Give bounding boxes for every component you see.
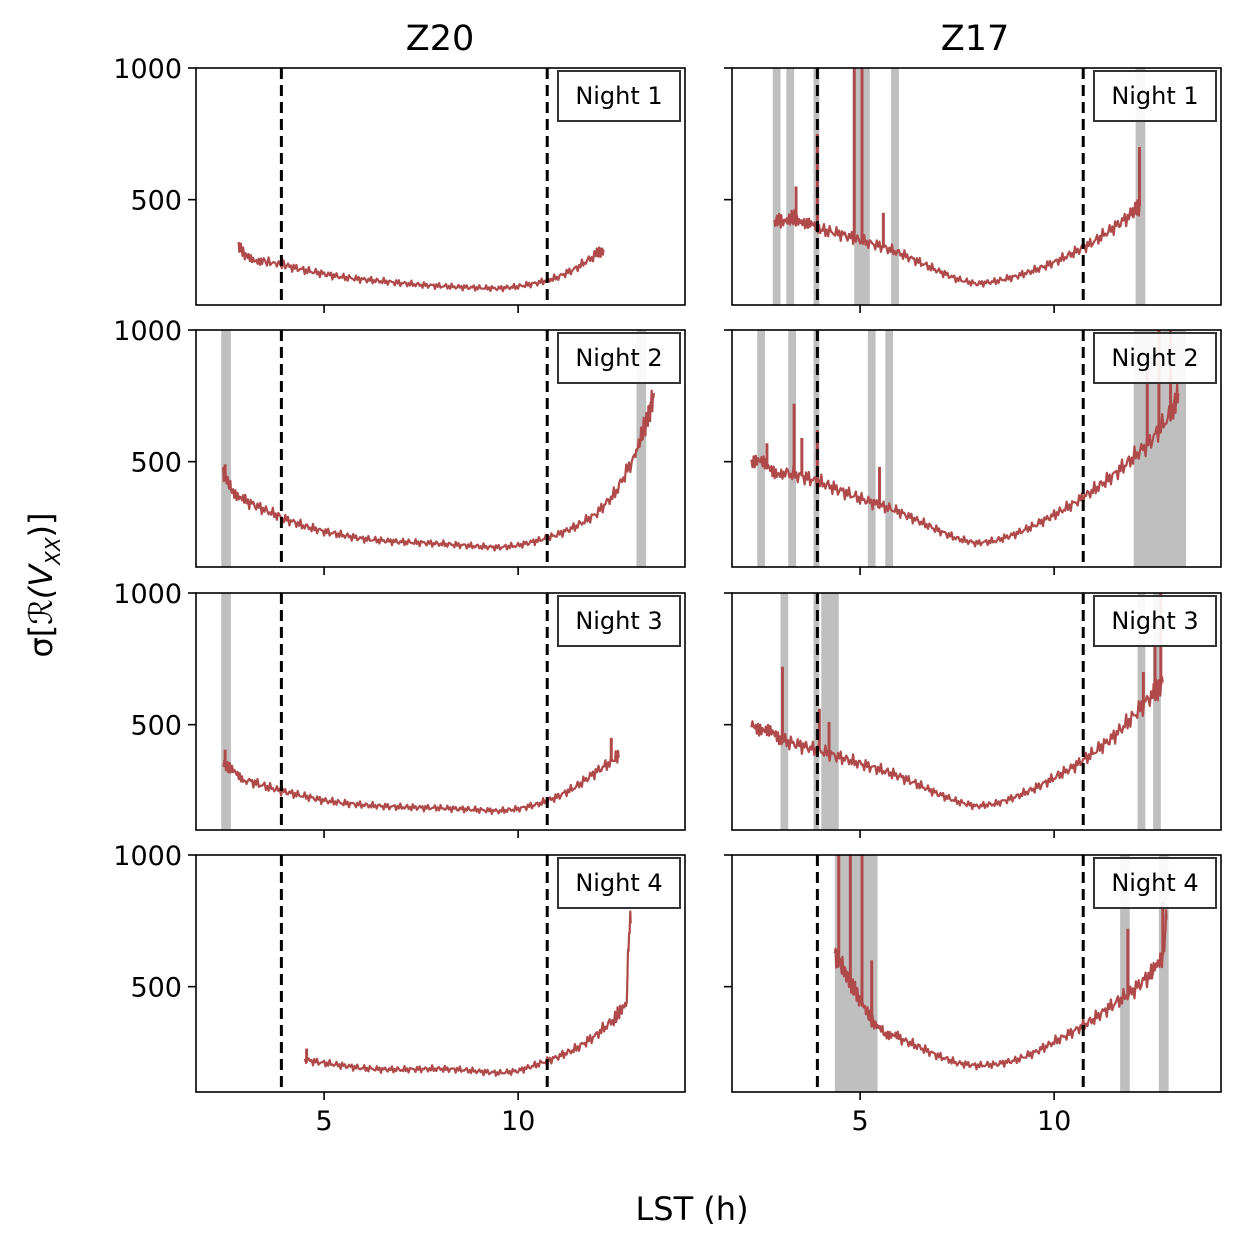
x-tick-label: 10: [501, 1106, 535, 1137]
panel-z20-night-1: Night 1 500 1000: [113, 54, 686, 313]
flagged-region: [786, 68, 795, 305]
y-tick-label: 500: [130, 711, 182, 742]
flagged-region: [1120, 855, 1130, 1092]
night-label: Night 4: [575, 869, 662, 897]
y-tick-label: 1000: [113, 54, 182, 85]
night-label-box: [1093, 70, 1217, 122]
flagged-region: [772, 68, 781, 305]
column-title-z20: Z20: [406, 19, 475, 59]
night-label: Night 3: [1111, 607, 1198, 635]
panel-frame: [195, 329, 686, 568]
panel-frame: [195, 592, 686, 831]
plot-area: [750, 593, 1164, 830]
flagged-region: [221, 330, 231, 567]
night-label: Night 1: [1111, 82, 1198, 110]
y-axis-title-open: (V: [22, 563, 60, 599]
night-label-box: [1093, 857, 1217, 909]
series-line: [750, 676, 1164, 811]
flagged-region: [757, 330, 765, 567]
panel-z20-night-4: Night 4 500 1000 5 10: [113, 841, 686, 1137]
series-line: [222, 749, 620, 815]
panel-frame: [195, 67, 686, 306]
night-label: Night 2: [575, 344, 662, 372]
y-tick-label: 500: [130, 186, 182, 217]
night-label-box: [1093, 595, 1217, 647]
panel-z17-night-3: Night 3: [724, 592, 1222, 838]
plot-area: [237, 68, 605, 305]
series-line: [833, 909, 1168, 1071]
flagged-region: [636, 330, 647, 567]
plot-area: [221, 330, 656, 567]
panel-z20-night-3: Night 3 500 1000: [113, 579, 686, 838]
plot-area: [772, 68, 1146, 305]
x-tick-label: 10: [1037, 1106, 1071, 1137]
night-label: Night 4: [1111, 869, 1198, 897]
panel-z17-night-2: Night 2: [724, 329, 1222, 575]
panel-z17-night-1: Night 1: [724, 67, 1222, 313]
y-tick-label: 1000: [113, 316, 182, 347]
series-line: [750, 381, 1180, 548]
panel-frame: [731, 67, 1222, 306]
series-line: [303, 910, 632, 1077]
flagged-region: [891, 68, 899, 305]
panel-z17-night-4: Night 4 5 10: [724, 854, 1222, 1137]
y-tick-label: 500: [130, 973, 182, 1004]
column-title-z17: Z17: [941, 19, 1010, 59]
flagged-region: [788, 330, 797, 567]
panel-frame: [731, 329, 1222, 568]
night-label-box: [557, 70, 681, 122]
night-label-box: [557, 595, 681, 647]
panel-frame: [731, 854, 1222, 1093]
x-tick-label: 5: [851, 1106, 868, 1137]
flagged-region: [1158, 855, 1169, 1092]
flagged-region: [885, 330, 894, 567]
series-line: [222, 389, 656, 552]
night-label: Night 1: [575, 82, 662, 110]
flagged-region: [780, 593, 789, 830]
plot-area: [279, 855, 632, 1092]
night-label-box: [1093, 332, 1217, 384]
y-tick-label: 1000: [113, 579, 182, 610]
series-line: [237, 241, 605, 293]
panel-z20-night-2: Night 2 500 1000: [113, 316, 686, 575]
panel-frame: [195, 854, 686, 1093]
night-label-box: [557, 332, 681, 384]
y-axis-title-close: )]: [22, 512, 60, 537]
night-label: Night 2: [1111, 344, 1198, 372]
x-tick-label: 5: [315, 1106, 332, 1137]
flagged-region: [221, 593, 231, 830]
flagged-region: [1153, 593, 1161, 830]
series-line: [773, 199, 1141, 288]
panel-frame: [731, 592, 1222, 831]
y-axis-title: σ[ℛ(VXX)]: [22, 512, 65, 657]
x-axis-title: LST (h): [635, 1190, 748, 1228]
y-axis-title-script-r: ℛ: [22, 599, 60, 625]
y-axis-title-sub: XX: [41, 536, 65, 566]
night-label-box: [557, 857, 681, 909]
plot-area: [815, 855, 1169, 1092]
flagged-region: [867, 330, 876, 567]
night-label: Night 3: [575, 607, 662, 635]
y-tick-label: 1000: [113, 841, 182, 872]
flagged-region: [821, 593, 839, 830]
flagged-region: [813, 593, 820, 830]
y-axis-title-sigma: σ[: [22, 625, 60, 658]
plot-area: [221, 593, 620, 830]
y-tick-label: 500: [130, 448, 182, 479]
